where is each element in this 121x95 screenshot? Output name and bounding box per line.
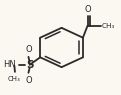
Text: O: O: [84, 5, 91, 14]
Text: HN: HN: [3, 60, 16, 69]
Text: CH₃: CH₃: [7, 76, 20, 82]
Text: S: S: [26, 60, 33, 70]
Text: O: O: [25, 76, 32, 85]
Text: CH₃: CH₃: [101, 23, 114, 28]
Text: O: O: [25, 45, 32, 54]
